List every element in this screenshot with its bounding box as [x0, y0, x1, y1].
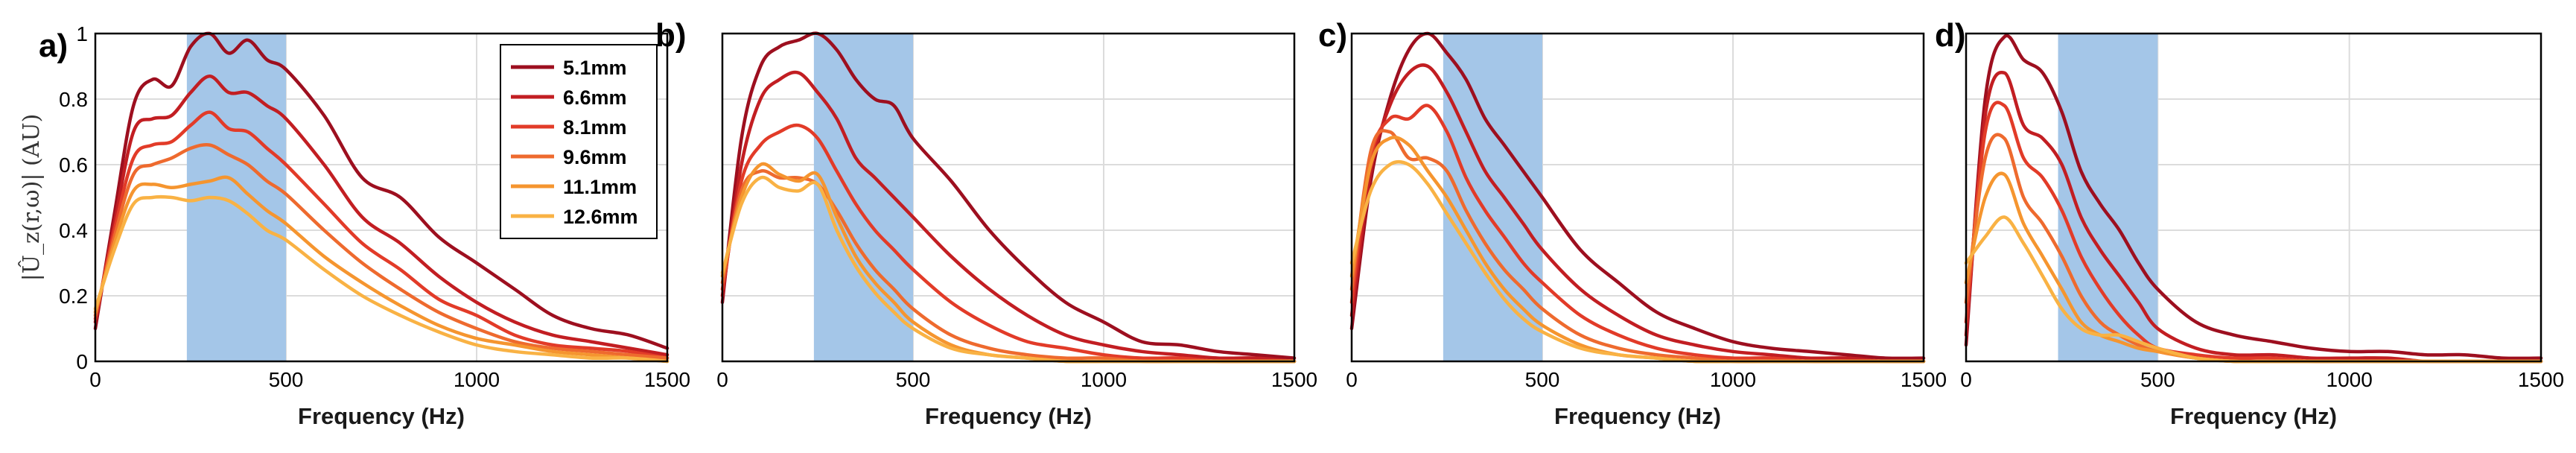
x-tick-label: 1500	[1271, 368, 1317, 391]
x-tick-label: 500	[2140, 368, 2175, 391]
series-line-11.1mm	[720, 162, 1297, 364]
x-tick-label: 0	[1346, 368, 1358, 391]
x-tick-label: 1500	[1901, 368, 1947, 391]
series-line-5.1mm	[1349, 31, 1926, 361]
panel-label: a)	[39, 28, 68, 64]
x-axis-label: Frequency (Hz)	[298, 403, 465, 429]
panel-b: 0 500 1000 1500 Frequency (Hz) b)	[655, 17, 1317, 429]
series-line-8.1mm	[1964, 101, 2543, 364]
series-line-6.6mm	[93, 74, 670, 357]
series-line-8.1mm	[93, 110, 670, 360]
x-tick-label: 500	[269, 368, 304, 391]
y-tick-label: 0	[76, 350, 88, 373]
x-tick-label: 1000	[454, 368, 500, 391]
x-tick-label: 0	[716, 368, 728, 391]
series-line-6.6mm	[720, 70, 1297, 364]
x-tick-label: 500	[896, 368, 931, 391]
series-line-11.1mm	[1964, 171, 2543, 364]
series-line-9.6mm	[1964, 133, 2543, 364]
legend-entry: 8.1mm	[563, 116, 627, 139]
series-line-8.1mm	[720, 123, 1297, 364]
series-line-9.6mm	[93, 142, 670, 360]
x-tick-label: 1000	[1710, 368, 1756, 391]
series-line-11.1mm	[93, 175, 670, 364]
y-axis-label: |Û_z(r,ω)| (AU)	[18, 114, 45, 282]
series-line-5.1mm	[720, 31, 1297, 360]
series-line-5.1mm	[93, 31, 670, 350]
x-tick-label: 0	[1960, 368, 1972, 391]
legend-entry: 12.6mm	[563, 206, 638, 228]
legend-entry: 11.1mm	[563, 176, 637, 198]
panel-label: d)	[1935, 17, 1966, 54]
x-tick-label: 1000	[1081, 368, 1127, 391]
legend-entry: 9.6mm	[563, 146, 627, 168]
legend-box	[500, 44, 658, 239]
plot-frame	[1350, 32, 1925, 363]
series-line-5.1mm	[1964, 34, 2543, 361]
x-axis-label: Frequency (Hz)	[2170, 403, 2337, 429]
y-tick-label: 0.2	[59, 285, 88, 308]
x-axis-label: Frequency (Hz)	[1554, 403, 1721, 429]
panel-label: c)	[1318, 17, 1347, 54]
x-tick-label: 1500	[644, 368, 690, 391]
y-tick-label: 0.8	[59, 88, 88, 111]
panel-d: 0 500 1000 1500 Frequency (Hz) d)	[1935, 17, 2564, 429]
panel-label: b)	[655, 17, 687, 54]
legend-entry: 6.6mm	[563, 86, 627, 109]
series-line-12.6mm	[1349, 159, 1926, 364]
x-tick-label: 0	[89, 368, 101, 391]
series-line-6.6mm	[1349, 63, 1926, 364]
y-tick-label: 1	[76, 22, 88, 45]
y-tick-label: 0.6	[59, 153, 88, 177]
legend: 5.1mm 6.6mm 8.1mm 9.6mm 11.1mm 12.6mm	[500, 44, 658, 239]
legend-entry: 5.1mm	[563, 57, 627, 79]
plot-frame	[1965, 32, 2542, 363]
x-tick-label: 1000	[2327, 368, 2373, 391]
x-tick-label: 1500	[2518, 368, 2564, 391]
panel-c: 0 500 1000 1500 Frequency (Hz) c)	[1318, 17, 1947, 429]
plot-frame	[721, 32, 1296, 363]
series-line-8.1mm	[1349, 104, 1926, 364]
series-line-6.6mm	[1964, 71, 2543, 364]
panel-a: 0 500 1000 1500 0 0.2 0.4 0.6 0.8 1 Frequency (Hz)…	[18, 22, 690, 429]
x-axis-label: Frequency (Hz)	[925, 403, 1092, 429]
plot-frame	[94, 32, 669, 363]
x-tick-label: 500	[1525, 368, 1560, 391]
y-tick-label: 0.4	[59, 219, 88, 242]
series-line-12.6mm	[93, 194, 670, 364]
